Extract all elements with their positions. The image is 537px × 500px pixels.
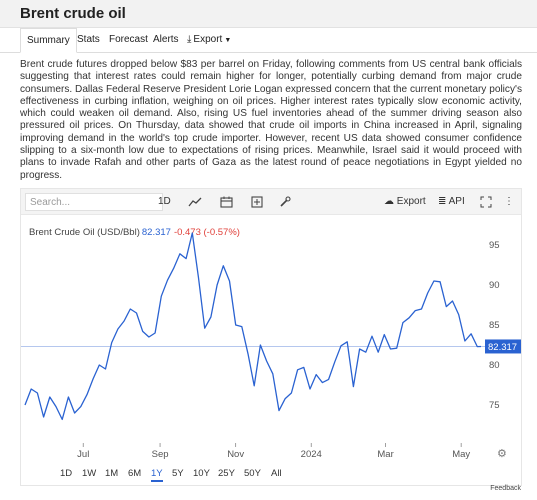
range-25y-button[interactable]: 25Y bbox=[218, 468, 235, 479]
range-all-button[interactable]: All bbox=[271, 468, 282, 479]
tab-label: Summary bbox=[27, 35, 70, 46]
article-summary: Brent crude futures dropped below $83 pe… bbox=[20, 59, 522, 181]
range-10y-button[interactable]: 10Y bbox=[193, 468, 210, 479]
calendar-icon[interactable] bbox=[220, 189, 233, 215]
api-label: API bbox=[448, 196, 465, 207]
last-price-badge bbox=[485, 339, 521, 354]
database-icon: ≣ bbox=[438, 196, 447, 207]
y-tick-label: 80 bbox=[489, 360, 500, 371]
tab-summary[interactable]: Summary bbox=[20, 28, 77, 53]
tab-alerts[interactable]: Alerts bbox=[153, 28, 179, 53]
last-price-label: 82.317 bbox=[488, 342, 517, 353]
price-chart[interactable]: 75 80 85 90 95 Jul Sep Nov 2024 Mar May 82.317 ⚙ bbox=[21, 189, 521, 465]
tab-forecast[interactable]: Forecast bbox=[109, 28, 148, 53]
plus-square-icon[interactable] bbox=[251, 189, 263, 215]
tab-export[interactable]: ⤓ Export ▼ bbox=[187, 28, 231, 53]
x-tick-label: 2024 bbox=[301, 449, 322, 460]
tab-label: Alerts bbox=[153, 34, 179, 45]
y-tick-label: 90 bbox=[489, 280, 500, 291]
gear-icon[interactable]: ⚙ bbox=[497, 447, 507, 460]
vertical-ellipsis-icon[interactable]: ⋮ bbox=[504, 196, 514, 207]
title-bar: Brent crude oil bbox=[0, 0, 537, 28]
caret-down-icon: ▼ bbox=[224, 37, 232, 44]
instrument-header: Brent Crude Oil (USD/Bbl) 82.317 -0.473 (-… bbox=[29, 227, 240, 238]
x-tick-label: May bbox=[452, 449, 470, 460]
wrench-icon[interactable] bbox=[279, 189, 291, 215]
search-input[interactable] bbox=[25, 193, 163, 211]
range-1w-button[interactable]: 1W bbox=[82, 468, 97, 479]
range-1d-button[interactable]: 1D bbox=[60, 468, 73, 479]
range-5y-button[interactable]: 5Y bbox=[172, 468, 184, 479]
line-chart-icon[interactable] bbox=[188, 189, 202, 215]
range-1m-button[interactable]: 1M bbox=[105, 468, 119, 479]
x-tick-label: Nov bbox=[227, 449, 244, 460]
page-title: Brent crude oil bbox=[20, 5, 126, 22]
tab-label: Forecast bbox=[109, 34, 148, 45]
y-tick-label: 95 bbox=[489, 240, 500, 251]
chart-widget: 1D ☁ Export ≣ API ⋮ Brent Crude Oil (USD… bbox=[20, 188, 522, 486]
x-tick-label: Sep bbox=[152, 449, 169, 460]
y-tick-label: 75 bbox=[489, 400, 500, 411]
chart-export-button[interactable]: ☁ Export bbox=[384, 189, 426, 215]
tab-label: Stats bbox=[77, 34, 100, 45]
chart-toolbar: 1D ☁ Export ≣ API ⋮ bbox=[21, 189, 521, 215]
series-line bbox=[24, 232, 482, 421]
tab-bar: Summary Stats Forecast Alerts ⤓ Export ▼ bbox=[0, 28, 537, 53]
feedback-link[interactable]: Feedback bbox=[490, 485, 521, 492]
instrument-change: -0.473 (-0.57%) bbox=[173, 227, 240, 238]
x-tick-label: Mar bbox=[377, 449, 393, 460]
expand-icon[interactable] bbox=[480, 189, 492, 215]
chart-export-label: Export bbox=[396, 196, 426, 207]
tab-stats[interactable]: Stats bbox=[77, 28, 100, 53]
range-selector: 1D 1W 1M 6M 1Y 5Y 10Y 25Y 50Y All bbox=[21, 465, 521, 485]
x-tick-label: Jul bbox=[77, 449, 89, 460]
tab-label: Export bbox=[193, 34, 223, 45]
instrument-name: Brent Crude Oil (USD/Bbl) bbox=[29, 227, 140, 238]
range-50y-button[interactable]: 50Y bbox=[244, 468, 261, 479]
interval-button[interactable]: 1D bbox=[158, 196, 171, 207]
instrument-price: 82.317 bbox=[141, 227, 171, 238]
download-icon: ⤓ bbox=[187, 34, 192, 45]
cloud-download-icon: ☁ bbox=[384, 196, 394, 207]
y-tick-label: 85 bbox=[489, 320, 500, 331]
api-button[interactable]: ≣ API bbox=[438, 189, 465, 215]
range-6m-button[interactable]: 6M bbox=[128, 468, 142, 479]
range-1y-button[interactable]: 1Y bbox=[151, 468, 163, 482]
